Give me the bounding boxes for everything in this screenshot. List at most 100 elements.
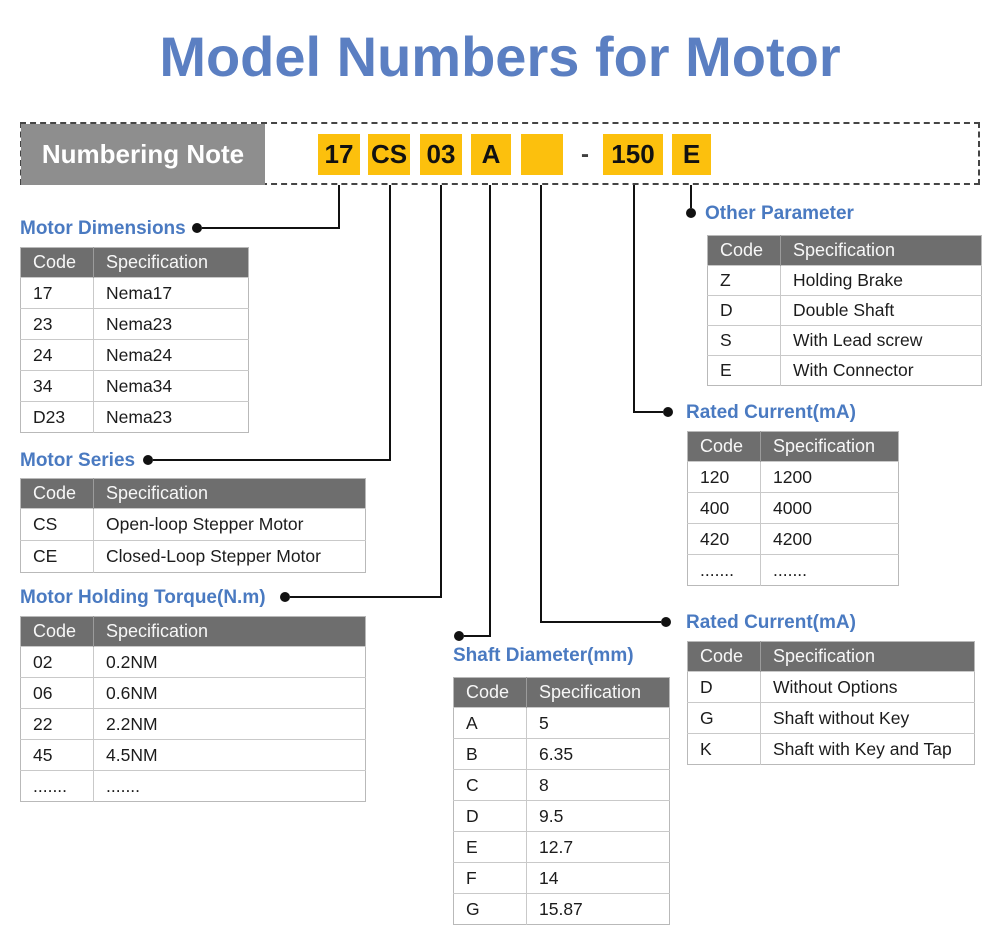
table-cell: Z	[707, 265, 781, 296]
numbering-note-label: Numbering Note	[21, 124, 265, 185]
table-cell: D23	[20, 401, 94, 433]
table-cell: With Connector	[780, 355, 982, 386]
table-cell: Nema34	[93, 370, 249, 402]
motor-series-table: Code Specification CS Open-loop Stepper Mot…	[20, 478, 366, 573]
table-row: 400 4000	[687, 492, 899, 524]
table-row: ..............	[20, 770, 366, 802]
column-header: Code	[707, 235, 781, 266]
table-row: B 6.35	[453, 738, 670, 770]
table-cell: 420	[687, 523, 761, 555]
header-row: Code Specification	[687, 431, 899, 462]
table-row: K Shaft with Key and Tap	[687, 733, 975, 765]
table-cell: 02	[20, 646, 94, 678]
table-row: G 15.87	[453, 893, 670, 925]
rated-current-table: Code Specification 120 1200 400 4000 420 4200..…	[687, 431, 899, 586]
table-cell: A	[453, 707, 527, 739]
column-header: Code	[20, 616, 94, 647]
table-cell: E	[453, 831, 527, 863]
table-cell: 4000	[760, 492, 899, 524]
section-title-motor-dimensions: Motor Dimensions	[20, 218, 186, 239]
table-cell: 1200	[760, 461, 899, 493]
table-cell: 34	[20, 370, 94, 402]
connector-dot-motor-series	[143, 455, 153, 465]
table-cell: B	[453, 738, 527, 770]
table-row: D23 Nema23	[20, 401, 249, 433]
header-row: Code Specification	[453, 677, 670, 708]
header-row: Code Specification	[687, 641, 975, 672]
column-header: Specification	[93, 478, 366, 509]
connector-line-rated-current	[633, 176, 663, 413]
page-title: Model Numbers for Motor	[159, 25, 841, 88]
motor-dimensions-table: Code Specification 17 Nema17 23 Nema23 24 Nema2…	[20, 247, 249, 433]
table-cell: D	[707, 295, 781, 326]
table-cell: S	[707, 325, 781, 356]
section-title-rated-current-options: Rated Current(mA)	[686, 612, 856, 633]
table-cell: 45	[20, 739, 94, 771]
table-cell: E	[707, 355, 781, 386]
column-header: Specification	[93, 247, 249, 278]
table-cell: With Lead screw	[780, 325, 982, 356]
header-row: Code Specification	[20, 247, 249, 278]
table-cell: 6.35	[526, 738, 670, 770]
model-code-series: CS	[368, 134, 410, 175]
column-header: Code	[20, 478, 94, 509]
table-row: CS Open-loop Stepper Motor	[20, 508, 366, 541]
table-row: 23 Nema23	[20, 308, 249, 340]
section-title-shaft-diameter: Shaft Diameter(mm)	[453, 645, 634, 666]
section-title-other-parameter: Other Parameter	[705, 203, 854, 224]
model-code-separator: -	[581, 140, 589, 168]
table-cell: Nema17	[93, 277, 249, 309]
table-row: D 9.5	[453, 800, 670, 832]
table-cell: 5	[526, 707, 670, 739]
table-cell: D	[453, 800, 527, 832]
connector-line-shaft-diameter	[464, 176, 491, 637]
table-row: 24 Nema24	[20, 339, 249, 371]
connector-line-rated-current-options	[540, 176, 661, 623]
table-cell: .......	[20, 770, 94, 802]
table-row: S With Lead screw	[707, 325, 982, 356]
column-header: Specification	[526, 677, 670, 708]
section-title-rated-current: Rated Current(mA)	[686, 402, 856, 423]
section-title-motor-series: Motor Series	[20, 450, 136, 471]
table-row: 17 Nema17	[20, 277, 249, 309]
table-row: E 12.7	[453, 831, 670, 863]
table-cell: 06	[20, 677, 94, 709]
connector-dot-rated-current-options	[661, 617, 671, 627]
table-cell: Nema24	[93, 339, 249, 371]
column-header: Code	[20, 247, 94, 278]
table-cell: 400	[687, 492, 761, 524]
connector-dot-motor-holding-torque	[280, 592, 290, 602]
rated-current-options-table: Code Specification D Without Options G Shaft …	[687, 641, 975, 765]
table-cell: 9.5	[526, 800, 670, 832]
model-code-shaft: A	[471, 134, 511, 175]
header-row: Code Specification	[20, 478, 366, 509]
table-cell: F	[453, 862, 527, 894]
model-code-torque: 03	[420, 134, 462, 175]
table-cell: Shaft with Key and Tap	[760, 733, 975, 765]
connector-dot-rated-current	[663, 407, 673, 417]
connector-dot-motor-dimensions	[192, 223, 202, 233]
table-row: 02 0.2NM	[20, 646, 366, 678]
table-row: F 14	[453, 862, 670, 894]
column-header: Code	[453, 677, 527, 708]
table-cell: Open-loop Stepper Motor	[93, 508, 366, 541]
model-code-frame-size: 17	[318, 134, 360, 175]
table-cell: 22	[20, 708, 94, 740]
column-header: Code	[687, 641, 761, 672]
table-cell: 12.7	[526, 831, 670, 863]
table-row: 120 1200	[687, 461, 899, 493]
table-cell: G	[453, 893, 527, 925]
table-row: D Without Options	[687, 671, 975, 703]
table-row: CE Closed-Loop Stepper Motor	[20, 540, 366, 573]
connector-dot-other-parameter	[686, 208, 696, 218]
table-cell: Nema23	[93, 401, 249, 433]
table-row: 22 2.2NM	[20, 708, 366, 740]
table-cell: K	[687, 733, 761, 765]
model-code-current: 150	[603, 134, 663, 175]
table-cell: D	[687, 671, 761, 703]
table-cell: 120	[687, 461, 761, 493]
column-header: Specification	[93, 616, 366, 647]
column-header: Specification	[760, 641, 975, 672]
